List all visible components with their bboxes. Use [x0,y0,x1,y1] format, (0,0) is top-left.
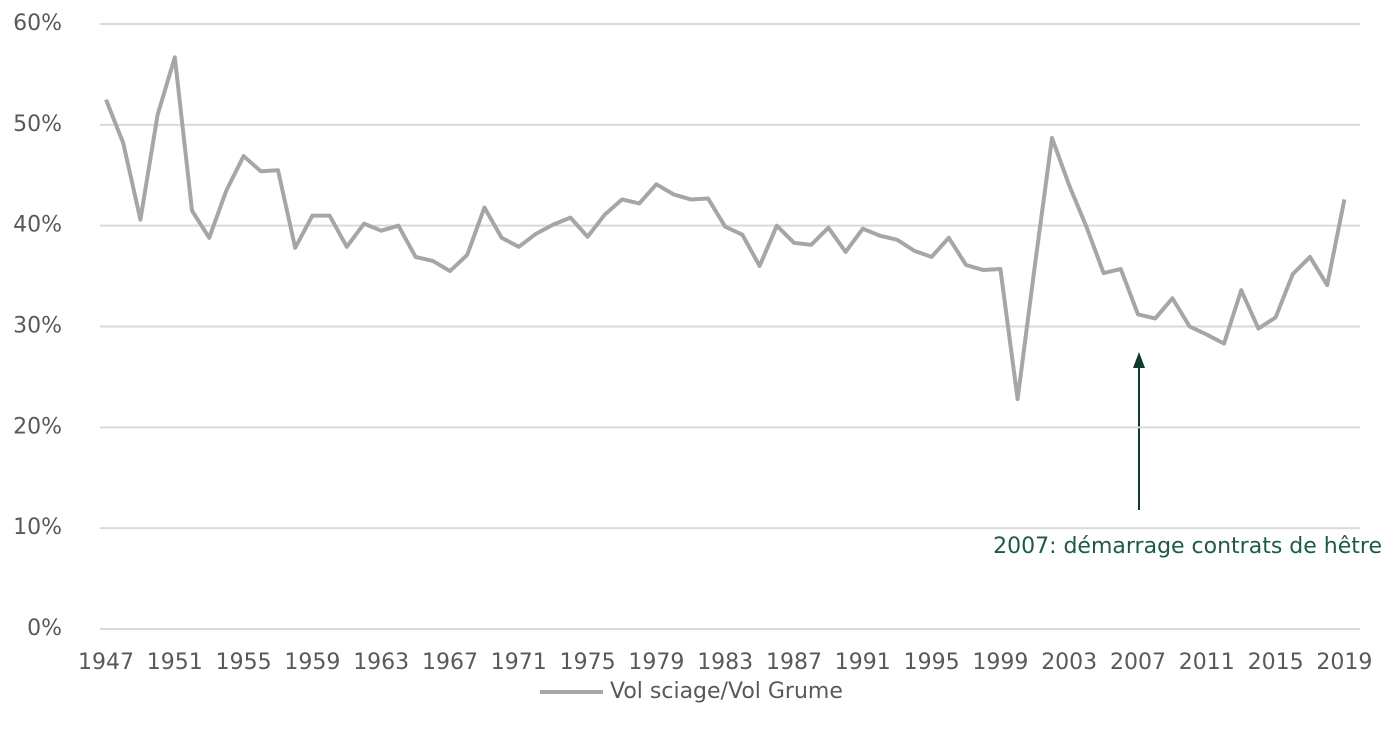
y-tick-label: 0% [27,616,62,641]
x-tick-label: 2015 [1248,650,1304,675]
x-tick-label: 1959 [284,650,340,675]
x-tick-label: 2007 [1110,650,1166,675]
x-tick-label: 2011 [1179,650,1235,675]
x-tick-label: 1955 [216,650,272,675]
y-tick-label: 50% [13,112,62,137]
legend-label: Vol sciage/Vol Grume [610,679,843,704]
annotation-arrowhead [1133,352,1145,368]
x-tick-label: 1947 [78,650,134,675]
y-tick-label: 20% [13,414,62,439]
annotation: 2007: démarrage contrats de hêtre [993,534,1382,559]
x-tick-label: 1991 [835,650,891,675]
y-tick-label: 30% [13,314,62,339]
x-tick-label: 1975 [560,650,616,675]
x-tick-label: 1995 [904,650,960,675]
x-tick-label: 1951 [147,650,203,675]
y-tick-label: 40% [13,213,62,238]
x-tick-label: 1999 [972,650,1028,675]
x-tick-label: 1983 [697,650,753,675]
y-tick-label: 10% [13,515,62,540]
x-tick-label: 1971 [491,650,547,675]
x-tick-label: 2003 [1041,650,1097,675]
x-tick-label: 1987 [766,650,822,675]
data-line [104,55,1347,402]
x-tick-label: 1967 [422,650,478,675]
x-tick-label: 1979 [628,650,684,675]
y-tick-label: 60% [13,11,62,36]
x-tick-label: 1963 [353,650,409,675]
x-tick-label: 2019 [1316,650,1372,675]
